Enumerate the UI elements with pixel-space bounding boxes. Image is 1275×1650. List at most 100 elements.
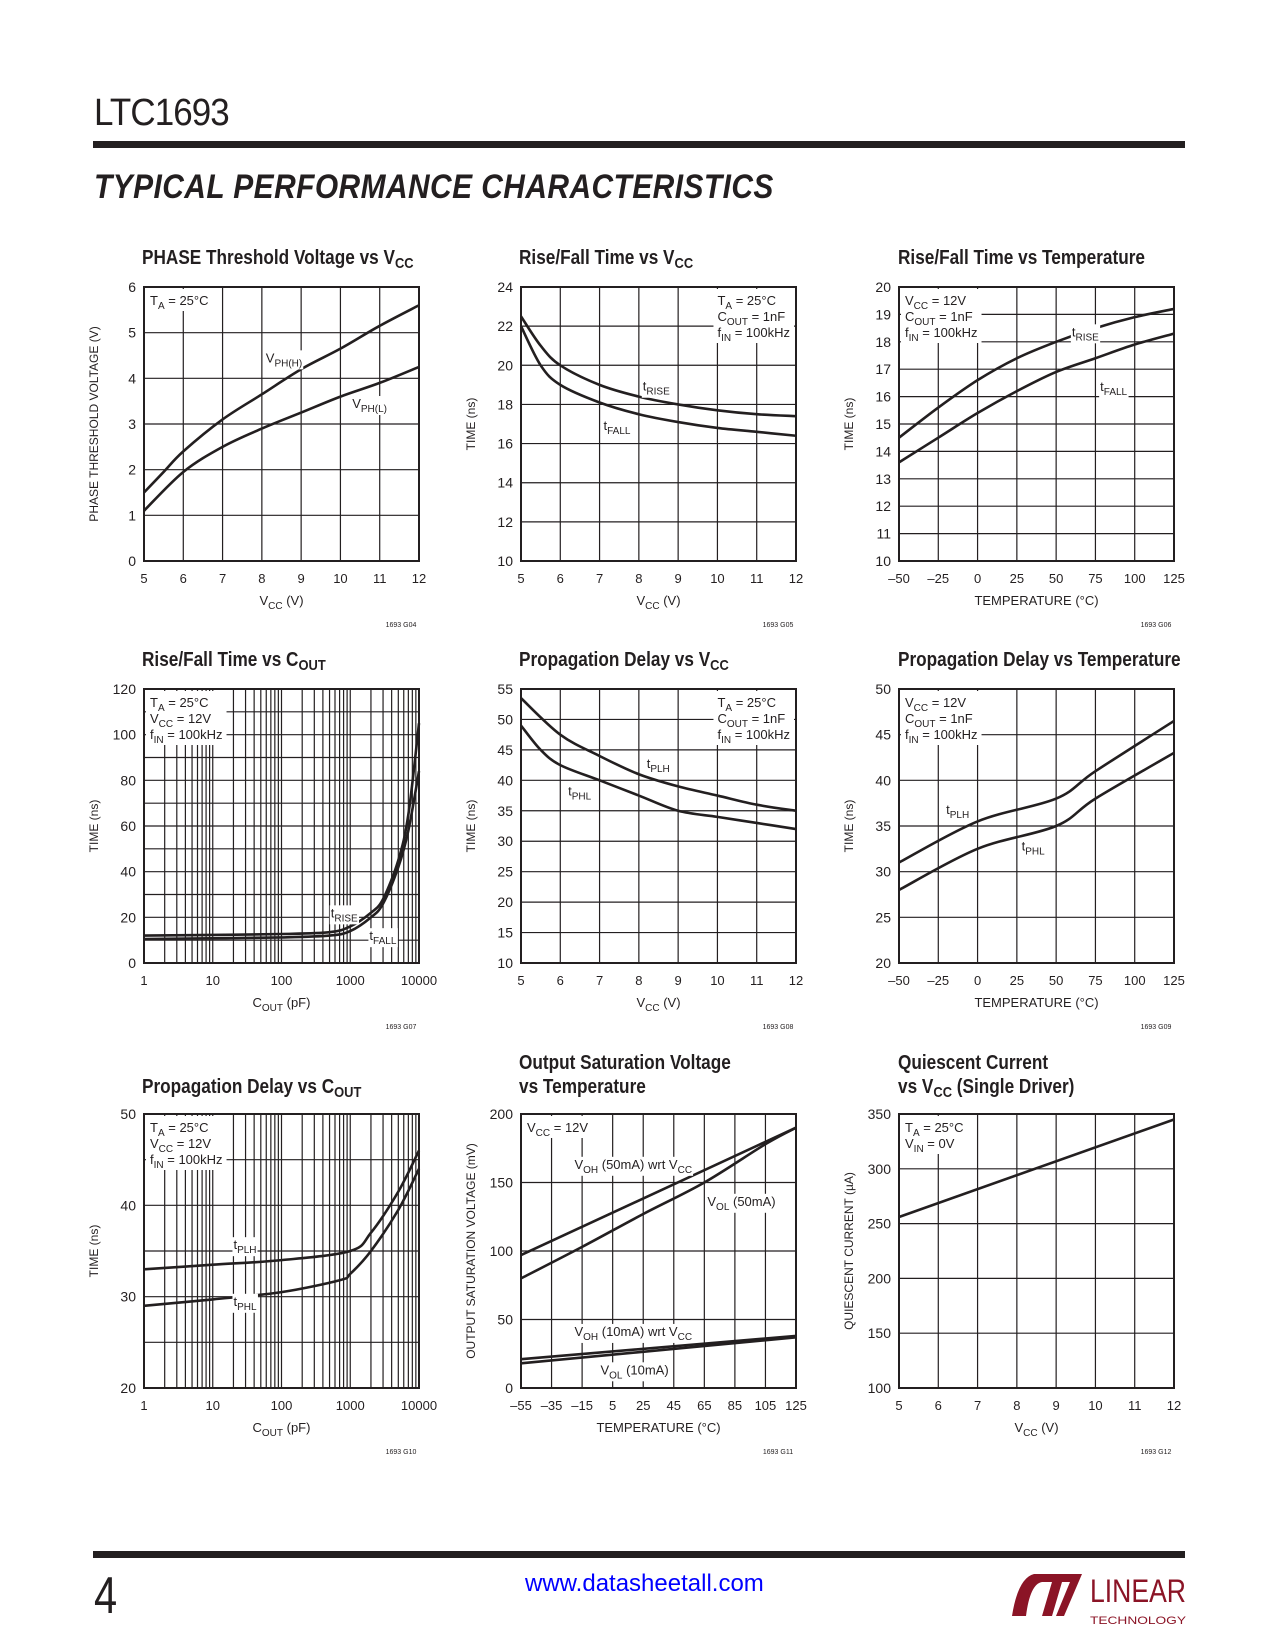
y-tick-label: 20	[120, 1380, 136, 1396]
x-tick-label: 12	[789, 973, 803, 988]
condition-text: TA = 25°C	[150, 695, 209, 714]
label-background	[1020, 838, 1047, 858]
conditions-background	[901, 691, 982, 745]
label-background	[1099, 379, 1129, 399]
y-tick-label: 45	[497, 742, 513, 758]
series-label: tPHL	[1022, 839, 1046, 858]
label-background	[706, 1193, 777, 1213]
x-axis-label: TEMPERATURE (°C)	[974, 593, 1098, 608]
section-title: TYPICAL PERFORMANCE CHARACTERISTICS	[94, 168, 774, 206]
series-label: tFALL	[1100, 379, 1127, 398]
x-tick-label: 11	[373, 571, 387, 586]
conditions-background	[713, 289, 794, 343]
condition-text: TA = 25°C	[150, 1120, 209, 1139]
x-tick-label: 9	[1053, 1398, 1060, 1413]
series-line	[519, 325, 797, 438]
condition-text: VCC = 12V	[150, 1136, 211, 1155]
series-label: VOL (10mA)	[600, 1362, 668, 1381]
x-tick-label: 5	[517, 571, 524, 586]
x-tick-label: 45	[667, 1398, 681, 1413]
x-tick-label: 75	[1088, 571, 1102, 586]
logo-text: LINEAR	[1090, 1573, 1186, 1609]
y-tick-label: 60	[120, 818, 136, 834]
grid	[898, 1113, 1175, 1389]
chart-svg: 20 25 30 35 40 45 50 –50 –25 0 25 50 75 100 125 TEMPERA…	[842, 681, 1185, 1031]
series-line	[143, 1149, 421, 1271]
y-tick-label: 18	[875, 334, 891, 350]
y-tick-label: 0	[128, 553, 136, 569]
y-tick-label: 40	[120, 864, 136, 880]
series-label: tRISE	[331, 905, 358, 924]
y-tick-label: 80	[120, 772, 136, 788]
x-tick-label: 100	[271, 973, 293, 988]
condition-text: TA = 25°C	[150, 293, 209, 312]
condition-text: TA = 25°C	[717, 695, 776, 714]
x-tick-label: 6	[557, 973, 564, 988]
chart-title: Rise/Fall Time vs VCC	[519, 247, 694, 272]
label-background	[329, 905, 360, 925]
x-tick-label: –25	[927, 571, 949, 586]
x-tick-label: 11	[1128, 1398, 1142, 1413]
website-link[interactable]: www.datasheetall.com	[525, 1570, 764, 1597]
plot-frame	[520, 286, 797, 562]
x-tick-label: 50	[1049, 973, 1063, 988]
y-axis-label: PHASE THRESHOLD VOLTAGE (V)	[87, 326, 101, 521]
series-label: VOH (10mA) wrt VCC	[574, 1324, 692, 1343]
y-tick-label: 30	[497, 833, 513, 849]
x-tick-label: 65	[697, 1398, 711, 1413]
chart-title: Propagation Delay vs Temperature	[898, 649, 1181, 671]
series-line	[143, 723, 421, 937]
conditions-background	[146, 1116, 227, 1170]
y-tick-label: 20	[875, 279, 891, 295]
conditions-box: TA = 25°C	[146, 289, 213, 312]
chart-phase-threshold-vs-vcc: 0 1 2 3 4 5 6 5 6 7 8 9 10 11 12 VCC (V) PHASE THRESHOLD…	[84, 277, 444, 629]
series-label: tPHL	[233, 1294, 257, 1313]
x-tick-label: 10000	[401, 1398, 437, 1413]
series-line	[520, 1126, 797, 1280]
y-tick-label: 15	[875, 416, 891, 432]
series-label: tPLH	[946, 802, 969, 821]
condition-text: VIN = 0V	[905, 1136, 955, 1155]
plot-frame	[898, 1113, 1175, 1389]
y-tick-label: 50	[120, 1106, 136, 1122]
x-tick-label: 8	[635, 571, 642, 586]
y-tick-label: 12	[875, 498, 891, 514]
condition-text: TA = 25°C	[905, 1120, 964, 1139]
x-tick-label: 10	[333, 571, 347, 586]
series-line	[898, 332, 1175, 464]
chart-quiescent-current-vs-vcc: 100 150 200 250 300 350 5 6 7 8 9 10 11 12 VCC (V) QUIE…	[839, 1104, 1199, 1456]
chart-prop-delay-vs-temperature: 20 25 30 35 40 45 50 –50 –25 0 25 50 75 100 125 TEMPERA…	[839, 679, 1199, 1031]
condition-text: COUT = 1nF	[905, 711, 973, 730]
plot-frame	[143, 1113, 420, 1389]
condition-text: VCC = 12V	[905, 695, 966, 714]
y-tick-label: 20	[875, 955, 891, 971]
label-background	[602, 417, 632, 437]
y-tick-label: 350	[868, 1106, 892, 1122]
x-tick-label: 1	[140, 973, 147, 988]
x-tick-label: 125	[1163, 973, 1185, 988]
x-tick-label: 105	[755, 1398, 777, 1413]
series-line	[520, 1334, 797, 1361]
series-line	[898, 751, 1175, 892]
x-tick-label: 0	[974, 571, 981, 586]
x-tick-label: 10	[710, 571, 724, 586]
x-tick-label: 75	[1088, 973, 1102, 988]
chart-title: Rise/Fall Time vs Temperature	[898, 247, 1145, 269]
x-tick-label: 7	[596, 973, 603, 988]
x-tick-label: 5	[517, 973, 524, 988]
x-tick-label: –25	[927, 973, 949, 988]
figure-id: 1693 G04	[386, 622, 417, 629]
x-tick-label: 25	[1010, 571, 1024, 586]
chart-prop-delay-vs-cout: 20 30 40 50 1 10 100 1000 10000 COUT (pF) TIME (ns…	[84, 1104, 444, 1456]
figure-id: 1693 G12	[1141, 1449, 1172, 1456]
y-tick-label: 3	[128, 416, 136, 432]
x-tick-label: 1000	[336, 1398, 365, 1413]
conditions-background	[523, 1116, 593, 1138]
x-tick-label: 12	[412, 571, 426, 586]
x-tick-label: 125	[785, 1398, 807, 1413]
y-tick-label: 20	[497, 894, 513, 910]
x-axis-label: VCC (V)	[1014, 1420, 1058, 1439]
series-label: tPLH	[233, 1237, 256, 1256]
